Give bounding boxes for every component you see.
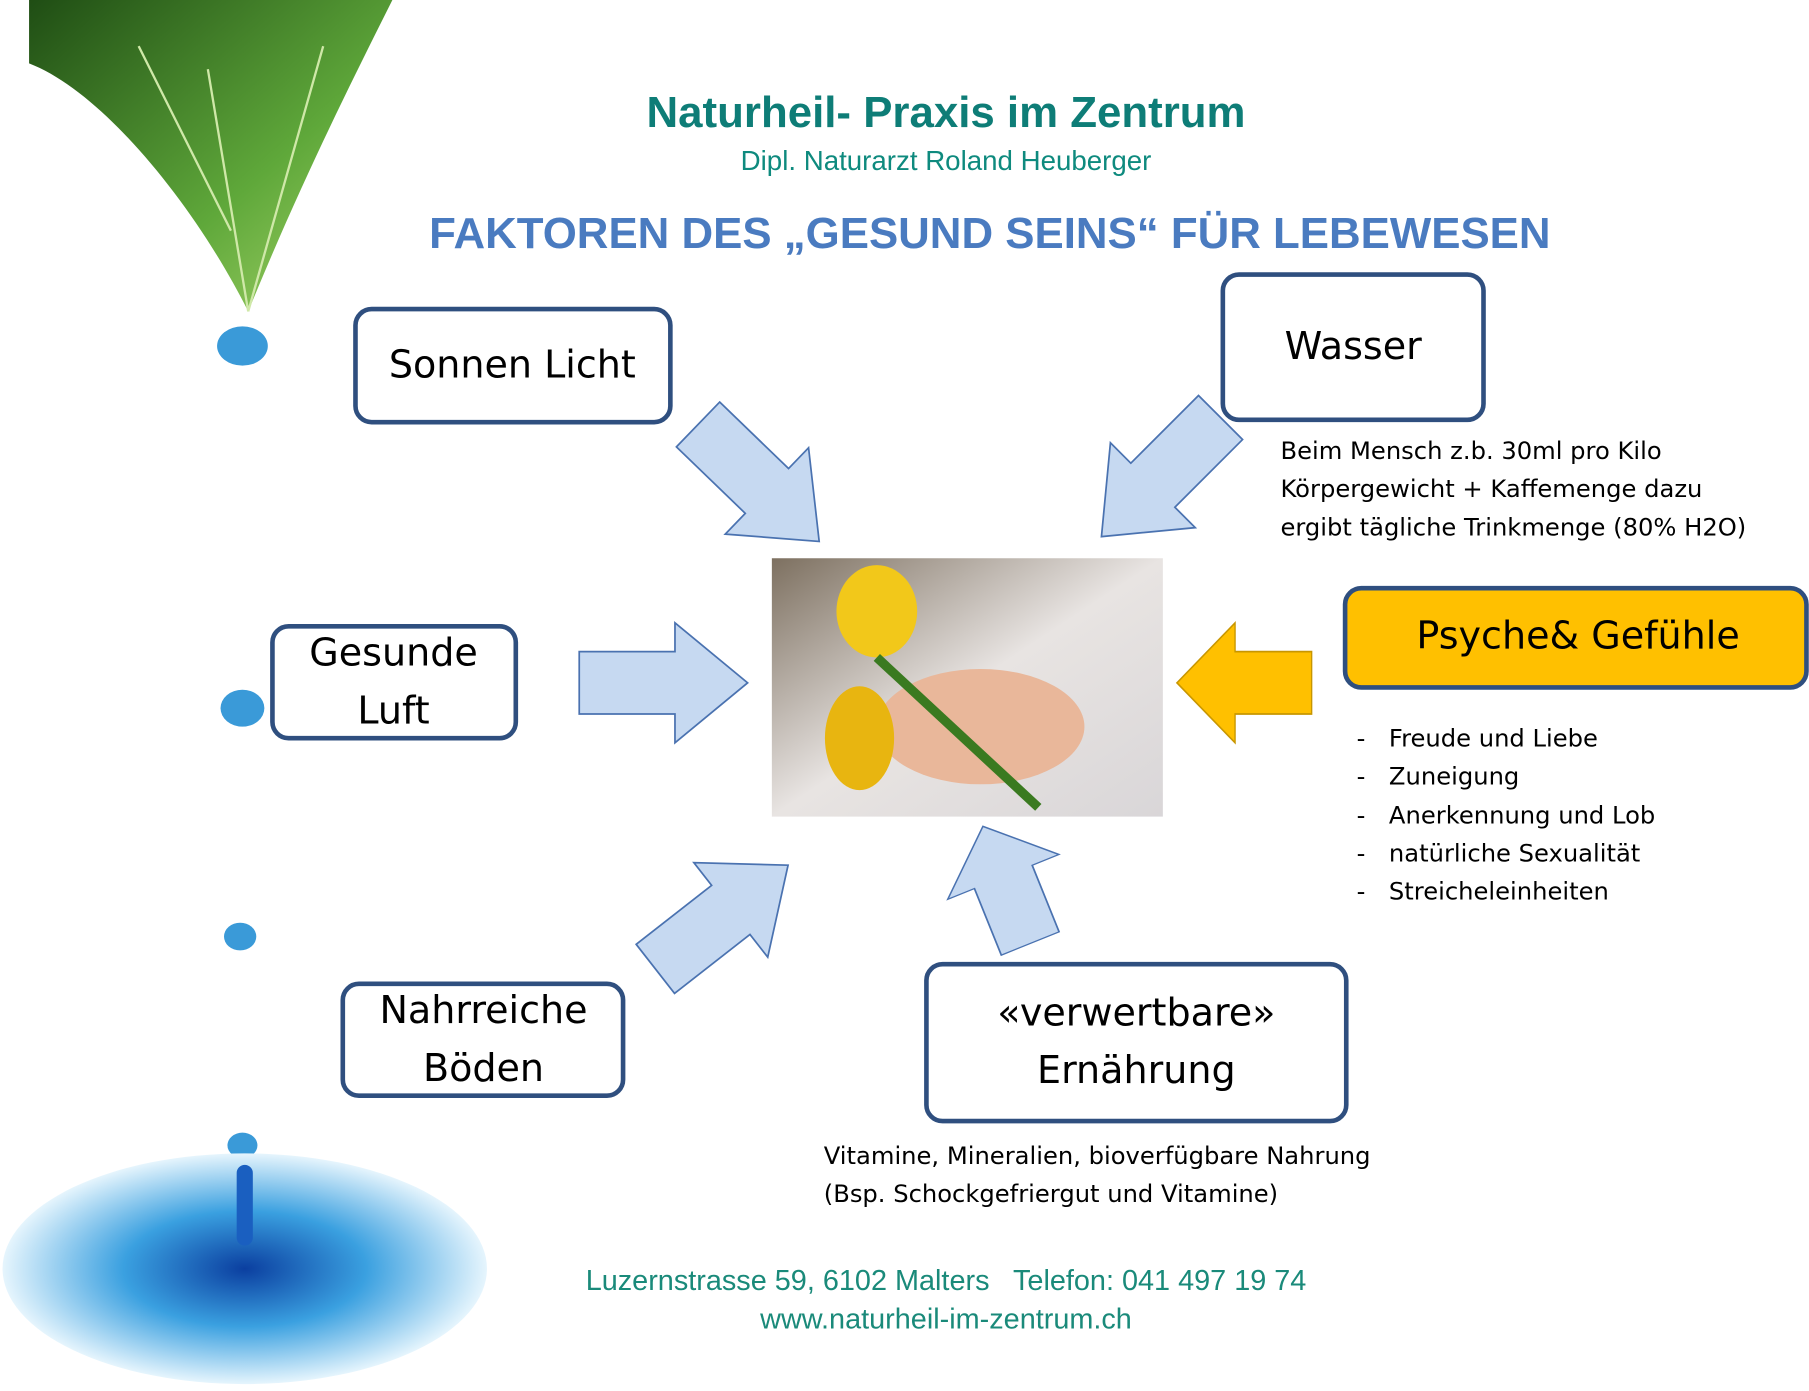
node-label: Sonnen Licht [389, 342, 636, 386]
node-label: Gesunde [309, 631, 478, 675]
node-note: (Bsp. Schockgefriergut und Vitamine) [824, 1180, 1278, 1208]
node-label: Ernährung [1037, 1048, 1236, 1092]
list-item: Zuneigung [1389, 762, 1519, 790]
arrow [927, 804, 1086, 966]
node-label: Nahrreiche [379, 988, 587, 1032]
bullet: - [1357, 762, 1366, 790]
diagram: Naturheil- Praxis im Zentrum Dipl. Natur… [0, 0, 1809, 1391]
node-label: Psyche& Gefühle [1416, 613, 1739, 657]
bullet: - [1357, 878, 1366, 906]
heading: FAKTOREN DES „GESUND SEINS“ FÜR LEBEWESE… [429, 209, 1550, 258]
node-label: Wasser [1285, 324, 1423, 368]
list-item: Streicheleinheiten [1389, 878, 1609, 906]
arrow [1177, 623, 1312, 743]
node-note: Beim Mensch z.b. 30ml pro Kilo [1281, 437, 1662, 465]
arrow [579, 623, 747, 743]
list-item: natürliche Sexualität [1389, 840, 1640, 868]
title: Naturheil- Praxis im Zentrum [647, 88, 1246, 137]
bullet: - [1357, 802, 1366, 830]
node-note: ergibt tägliche Trinkmenge (80% H2O) [1281, 513, 1747, 541]
psyche-list: - Freude und Liebe - Zuneigung - Anerken… [1357, 724, 1656, 905]
center-photo [772, 558, 1163, 816]
node-box [926, 964, 1346, 1121]
node-label: Böden [423, 1046, 544, 1090]
list-item: Anerkennung und Lob [1389, 802, 1655, 830]
arrow [656, 381, 860, 584]
subtitle: Dipl. Naturarzt Roland Heuberger [741, 145, 1152, 176]
node-note: Vitamine, Mineralien, bioverfügbare Nahr… [824, 1142, 1371, 1170]
list-item: Freude und Liebe [1389, 724, 1598, 752]
water-drops [3, 326, 487, 1384]
footer-address: Luzernstrasse 59, 6102 Malters Telefon: … [586, 1265, 1307, 1297]
bullet: - [1357, 840, 1366, 868]
node-label: «verwertbare» [997, 990, 1275, 1034]
bullet: - [1357, 724, 1366, 752]
leaf-decoration [29, 0, 392, 311]
footer-url: www.naturheil-im-zentrum.ch [759, 1303, 1132, 1335]
page: {"header": {"title": "Naturheil- Praxis … [0, 0, 1809, 1391]
arrow [618, 818, 825, 1016]
node-label: Luft [357, 688, 429, 732]
node-note: Körpergewicht + Kaffemenge dazu [1281, 475, 1703, 503]
